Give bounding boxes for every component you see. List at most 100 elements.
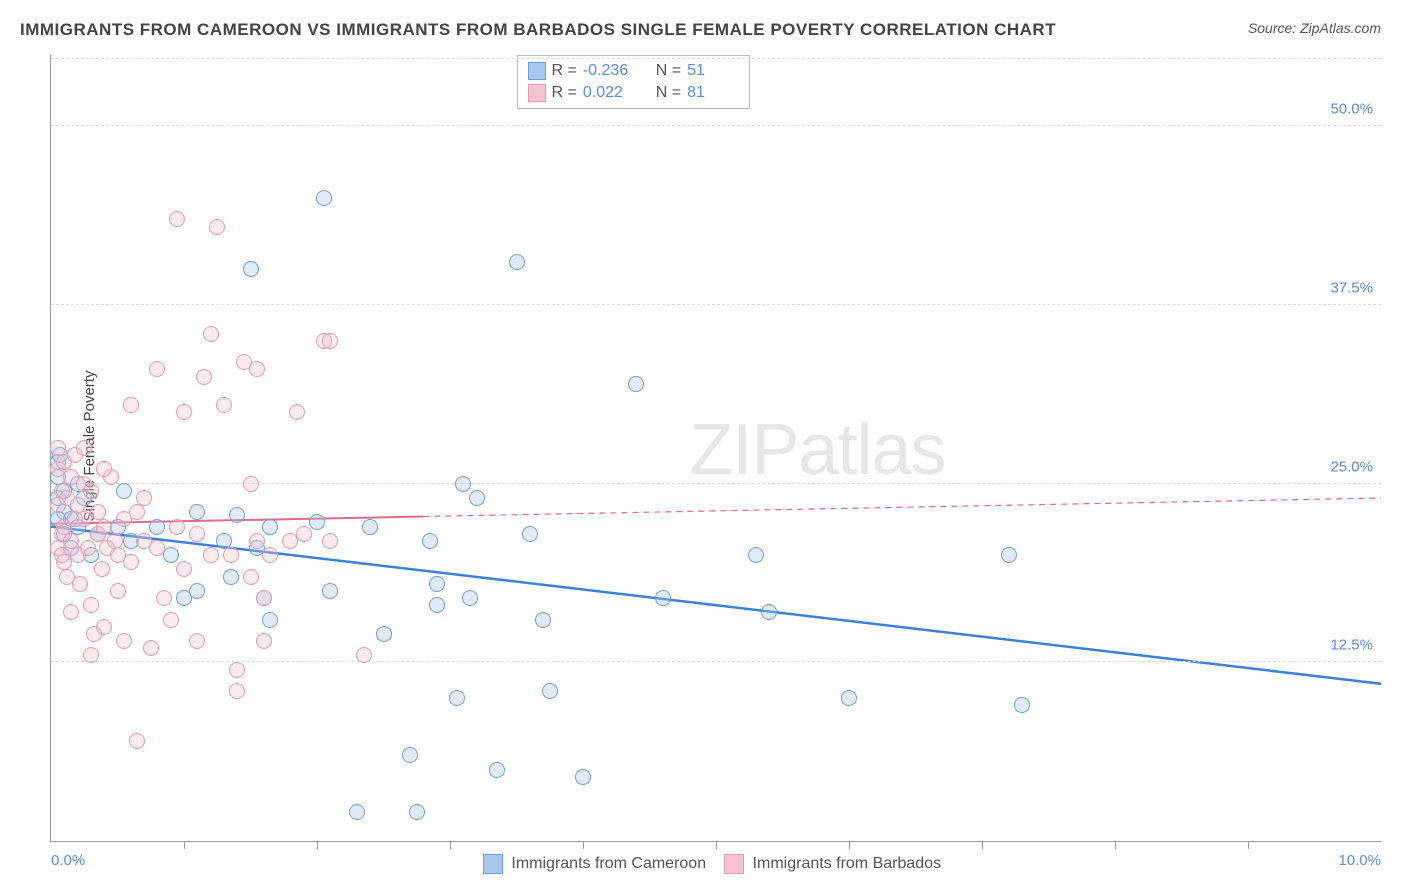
data-point xyxy=(203,547,219,563)
data-point xyxy=(1001,547,1017,563)
data-point xyxy=(83,597,99,613)
data-point xyxy=(322,583,338,599)
stats-row: R =0.022 N =81 xyxy=(528,82,740,104)
data-point xyxy=(402,747,418,763)
data-point xyxy=(149,540,165,556)
data-point xyxy=(1014,697,1030,713)
data-point xyxy=(296,526,312,542)
data-point xyxy=(542,683,558,699)
data-point xyxy=(123,554,139,570)
data-point xyxy=(149,361,165,377)
data-point xyxy=(67,511,83,527)
data-point xyxy=(189,583,205,599)
data-point xyxy=(243,476,259,492)
data-point xyxy=(256,590,272,606)
data-point xyxy=(489,762,505,778)
data-point xyxy=(203,326,219,342)
data-point xyxy=(262,547,278,563)
data-point xyxy=(80,540,96,556)
data-point xyxy=(176,561,192,577)
y-tick-label: 12.5% xyxy=(1330,637,1373,654)
data-point xyxy=(96,519,112,535)
data-point xyxy=(110,583,126,599)
data-point xyxy=(243,261,259,277)
gridline xyxy=(51,58,1381,59)
legend-swatch xyxy=(528,84,546,102)
data-point xyxy=(249,361,265,377)
data-point xyxy=(63,604,79,620)
x-tick xyxy=(317,841,318,849)
data-point xyxy=(761,604,777,620)
data-point xyxy=(349,804,365,820)
data-point xyxy=(156,590,172,606)
gridline xyxy=(51,661,1381,662)
data-point xyxy=(322,533,338,549)
data-point xyxy=(535,612,551,628)
watermark: ZIPatlas xyxy=(689,409,945,491)
data-point xyxy=(356,647,372,663)
data-point xyxy=(229,683,245,699)
stat-r-value: 0.022 xyxy=(583,84,635,102)
x-tick xyxy=(583,841,584,849)
data-point xyxy=(96,461,112,477)
data-point xyxy=(429,576,445,592)
data-point xyxy=(422,533,438,549)
x-tick xyxy=(450,841,451,849)
data-point xyxy=(223,569,239,585)
y-tick-label: 25.0% xyxy=(1330,458,1373,475)
data-point xyxy=(376,626,392,642)
data-point xyxy=(189,526,205,542)
data-point xyxy=(449,690,465,706)
data-point xyxy=(229,507,245,523)
legend-swatch xyxy=(483,854,503,874)
data-point xyxy=(123,397,139,413)
data-point xyxy=(289,404,305,420)
data-point xyxy=(628,376,644,392)
x-tick xyxy=(184,841,185,849)
legend-swatch xyxy=(528,62,546,80)
stat-r-label: R = xyxy=(552,62,577,80)
data-point xyxy=(522,526,538,542)
data-point xyxy=(748,547,764,563)
stat-r-label: R = xyxy=(552,84,577,102)
data-point xyxy=(362,519,378,535)
chart-title: IMMIGRANTS FROM CAMEROON VS IMMIGRANTS F… xyxy=(20,20,1056,40)
y-tick-label: 37.5% xyxy=(1330,280,1373,297)
x-tick xyxy=(849,841,850,849)
data-point xyxy=(309,514,325,530)
data-point xyxy=(509,254,525,270)
stat-n-label: N = xyxy=(656,62,681,80)
data-point xyxy=(163,612,179,628)
data-point xyxy=(83,647,99,663)
data-point xyxy=(169,211,185,227)
data-point xyxy=(116,483,132,499)
data-point xyxy=(96,619,112,635)
plot-area: ZIPatlas R =-0.236 N =51R =0.022 N =81 0… xyxy=(50,55,1381,842)
gridline xyxy=(51,125,1381,126)
x-tick xyxy=(1248,841,1249,849)
data-point xyxy=(76,440,92,456)
data-point xyxy=(429,597,445,613)
data-point xyxy=(216,397,232,413)
data-point xyxy=(129,733,145,749)
data-point xyxy=(249,533,265,549)
data-point xyxy=(262,612,278,628)
trend-lines xyxy=(51,55,1381,841)
data-point xyxy=(223,547,239,563)
legend-label: Immigrants from Cameroon xyxy=(507,855,706,872)
data-point xyxy=(409,804,425,820)
gridline xyxy=(51,304,1381,305)
x-tick xyxy=(1115,841,1116,849)
data-point xyxy=(149,519,165,535)
data-point xyxy=(262,519,278,535)
bottom-legend: Immigrants from Cameroon Immigrants from… xyxy=(0,854,1406,874)
data-point xyxy=(469,490,485,506)
stats-legend: R =-0.236 N =51R =0.022 N =81 xyxy=(517,55,751,109)
stats-row: R =-0.236 N =51 xyxy=(528,60,740,82)
data-point xyxy=(316,190,332,206)
data-point xyxy=(841,690,857,706)
data-point xyxy=(129,504,145,520)
stat-n-value: 81 xyxy=(687,84,739,102)
data-point xyxy=(455,476,471,492)
source-attribution: Source: ZipAtlas.com xyxy=(1248,20,1381,36)
